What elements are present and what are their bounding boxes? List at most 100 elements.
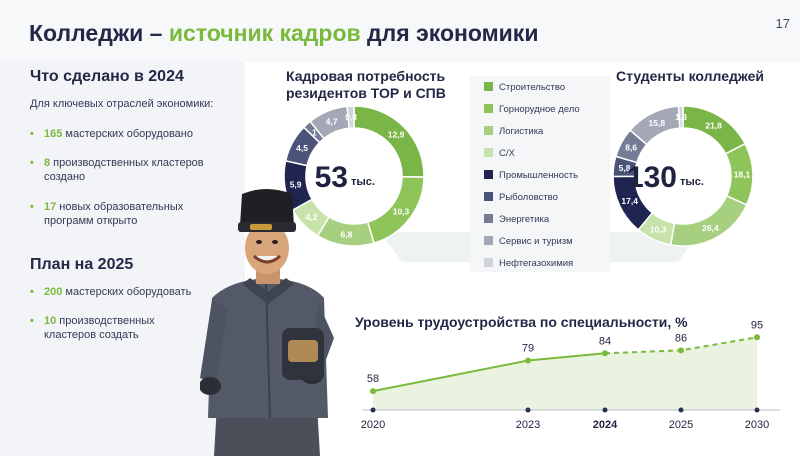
x-tick-marker [602,407,608,413]
students-center-value: 130 [627,161,677,194]
students-slice [677,105,684,129]
done-item-text: новых образовательных программ открыто [44,201,184,227]
legend-item: Промышленность [484,170,578,181]
bullet-icon: • [30,157,34,169]
legend-swatch [484,126,493,135]
x-tick-marker [370,407,376,413]
legend-label: Промышленность [499,170,579,181]
students-slice-label: 8,6 [625,143,637,153]
done-item-number: 8 [44,157,51,169]
bullet-icon: • [30,315,34,327]
demand-slice [346,105,355,130]
demand-center-value: 53 [315,161,348,194]
demand-slice-label: 5,9 [290,179,302,189]
done-item: • 8 производственных кластеров создано [30,156,230,184]
plan-item-number: 200 [44,286,63,298]
students-slice-label: 18,1 [734,169,751,179]
demand-slice-label: 4,2 [306,212,318,222]
line-point [602,350,608,357]
page-number: 17 [775,16,790,31]
legend-label: Нефтегазохимия [499,258,574,269]
line-point [678,347,684,354]
students-slice-label: 21,8 [705,121,722,131]
legend-item: Нефтегазохимия [484,258,573,269]
students-center-unit: тыс. [680,176,704,188]
line-point [525,357,531,364]
students-slice-label: 15,8 [649,118,666,128]
legend-item: Строительство [484,82,565,93]
students-slice-label: 5,8 [619,163,631,173]
legend-item: С/Х [484,148,515,159]
done-item: • 165 мастерских оборудовано [30,127,240,141]
legend-swatch [484,170,493,179]
line-data-label: 86 [675,332,687,344]
x-tick-label: 2025 [669,419,693,431]
header-band [0,0,800,62]
demand-slice-label: 4,7 [326,116,338,126]
plan-item: • 200 мастерских оборудовать [30,285,240,299]
legend-swatch [484,258,493,267]
legend-item: Сервис и туризм [484,236,573,247]
done-item-text: производственных кластеров создано [44,157,204,183]
bullet-icon: • [30,286,34,298]
students-hole [636,129,730,223]
demand-slice-label: 10,3 [393,207,410,217]
legend-item: Рыболовство [484,192,558,203]
done-item-text: мастерских оборудовано [62,128,193,140]
line-chart-title: Уровень трудоустройства по специальности… [355,314,688,330]
legend-swatch [484,148,493,157]
legend-label: Энергетика [499,214,550,225]
students-slice-label: 10,3 [650,224,667,234]
done-item-number: 165 [44,128,63,140]
welder-illustration [200,189,334,456]
legend-swatch [484,192,493,201]
legend-item: Энергетика [484,214,549,225]
legend-label: Логистика [499,126,544,137]
demand-slice-label: 12,9 [388,130,405,140]
students-slice-label: 17,4 [621,196,638,206]
chart-title-demand: Кадровая потребность резидентов ТОР и СП… [286,68,446,101]
legend-swatch [484,214,493,223]
done-2024-heading: Что сделано в 2024 [30,68,184,85]
demand-hole [307,129,401,223]
legend-label: Рыболовство [499,192,558,203]
students-slice-label: 1,3 [675,112,687,122]
welder-figure [200,189,334,456]
legend-label: Горнорудное дело [499,104,580,115]
done-2024-subheading: Для ключевых отраслей экономики: [30,98,214,110]
done-item-number: 17 [44,201,57,213]
plan-item-text: производственных кластеров создать [44,315,155,341]
plan-item-number: 10 [44,315,57,327]
demand-slice-label: 1 [312,127,317,137]
line-area [373,337,757,410]
demand-slice-label: 4,5 [296,143,308,153]
demand-slice-label: 6,8 [340,230,352,240]
demand-slice-label: 0,8 [345,112,357,122]
x-tick-marker [678,407,684,413]
chart-title-students: Студенты колледжей [616,68,765,84]
x-tick-label: 2024 [593,419,618,431]
line-point [370,388,376,395]
legend-label: Строительство [499,82,566,93]
x-tick-label: 2020 [361,419,385,431]
line-data-label: 95 [751,319,763,331]
line-data-label: 84 [599,335,611,347]
plan-item: • 10 производственных кластеров создать [30,314,180,342]
students-slice-label: 26,4 [702,223,719,233]
x-tick-label: 2030 [745,419,769,431]
legend-item: Горнорудное дело [484,104,580,115]
x-tick-label: 2023 [516,419,540,431]
plan-item-text: мастерских оборудовать [62,286,192,298]
page-title: Колледжи – источник кадров для экономики [29,20,539,46]
legend-label: Сервис и туризм [499,236,573,247]
legend-swatch [484,82,493,91]
legend-swatch [484,236,493,245]
plan-2025-heading: План на 2025 [30,256,134,273]
done-item: • 17 новых образовательных программ откры… [30,200,210,228]
line-data-label: 79 [522,343,534,355]
line-point [754,334,760,341]
bullet-icon: • [30,201,34,213]
